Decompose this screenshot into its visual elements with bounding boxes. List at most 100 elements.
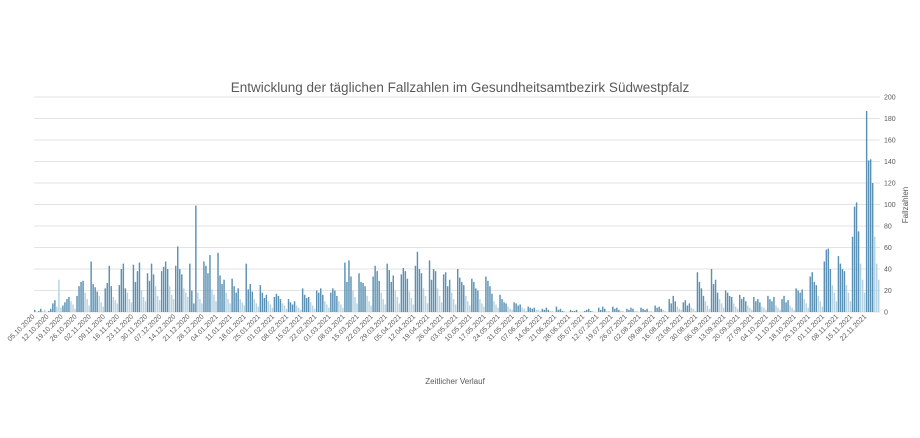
- x-axis-label: Zeitlicher Verlauf: [425, 377, 485, 386]
- bar: [739, 294, 741, 312]
- bar: [811, 272, 813, 312]
- bar: [690, 307, 693, 312]
- bar: [378, 280, 380, 312]
- bar: [648, 310, 650, 312]
- bar: [678, 308, 681, 312]
- bar: [336, 295, 338, 313]
- bar: [440, 302, 443, 312]
- bar: [654, 305, 656, 312]
- bar: [332, 288, 334, 312]
- bar: [168, 286, 171, 312]
- bar: [660, 308, 662, 312]
- bar: [531, 308, 533, 312]
- bar: [732, 303, 735, 312]
- bar: [189, 263, 191, 313]
- bar: [829, 269, 832, 312]
- bar: [734, 306, 737, 313]
- bar: [311, 305, 314, 312]
- bar: [587, 308, 590, 312]
- bar: [62, 305, 64, 312]
- bar: [857, 231, 860, 313]
- bar: [388, 270, 390, 312]
- bar: [320, 288, 322, 312]
- bar: [467, 301, 469, 312]
- bar: [229, 303, 231, 312]
- bar: [543, 309, 546, 312]
- bar: [110, 286, 112, 312]
- bar: [104, 288, 106, 312]
- bar: [164, 261, 167, 312]
- bar: [507, 306, 509, 313]
- bar: [239, 299, 241, 312]
- bar: [495, 304, 497, 312]
- bar: [408, 291, 411, 312]
- y-axis-label: Fallzahlen: [901, 187, 910, 223]
- bar: [656, 307, 658, 312]
- bar: [718, 299, 721, 312]
- bar: [394, 290, 397, 312]
- bar: [877, 279, 880, 312]
- bar: [493, 301, 495, 312]
- bar: [330, 292, 332, 312]
- bar: [245, 263, 247, 313]
- y-tick-label: 60: [884, 245, 892, 252]
- bar: [338, 301, 340, 312]
- bar: [279, 299, 282, 312]
- bar: [185, 292, 187, 312]
- bar: [217, 252, 219, 313]
- bar: [261, 292, 264, 312]
- bar: [132, 264, 135, 312]
- bar: [539, 310, 542, 312]
- bar: [622, 310, 624, 312]
- bar: [519, 304, 521, 312]
- bar: [757, 299, 759, 312]
- bar: [644, 309, 646, 312]
- bar: [241, 302, 243, 312]
- bar: [249, 284, 251, 312]
- bar: [54, 300, 56, 312]
- bar: [454, 304, 457, 312]
- bar: [875, 263, 878, 313]
- bar: [88, 305, 90, 312]
- bar: [148, 280, 151, 312]
- bar: [795, 288, 797, 312]
- bar: [585, 309, 588, 312]
- bar: [404, 271, 407, 312]
- bar: [193, 303, 195, 312]
- bar: [207, 273, 209, 312]
- bar: [614, 308, 616, 312]
- bar: [541, 308, 544, 312]
- bar: [863, 292, 866, 312]
- bar: [44, 309, 46, 312]
- bar: [398, 303, 401, 312]
- bar: [209, 255, 211, 312]
- bar: [604, 308, 606, 312]
- bar: [851, 236, 854, 312]
- bar: [342, 307, 344, 312]
- bar: [513, 302, 515, 312]
- bar: [571, 310, 574, 312]
- bar: [60, 307, 62, 312]
- bar: [96, 291, 98, 312]
- bar: [108, 265, 110, 312]
- bar: [730, 296, 733, 312]
- bar: [285, 308, 288, 312]
- bar: [650, 310, 652, 312]
- bar: [370, 305, 372, 312]
- bar: [450, 292, 453, 312]
- bar: [688, 303, 691, 312]
- bar: [489, 286, 491, 312]
- bar: [749, 307, 751, 312]
- bar: [640, 307, 642, 312]
- bar: [487, 280, 489, 312]
- bar: [34, 309, 36, 312]
- bar: [322, 294, 324, 312]
- bar: [376, 271, 378, 312]
- bar: [606, 310, 608, 312]
- bar: [736, 308, 739, 312]
- bar: [265, 294, 268, 312]
- bar: [142, 296, 145, 312]
- bar: [364, 286, 366, 312]
- bar: [386, 263, 388, 313]
